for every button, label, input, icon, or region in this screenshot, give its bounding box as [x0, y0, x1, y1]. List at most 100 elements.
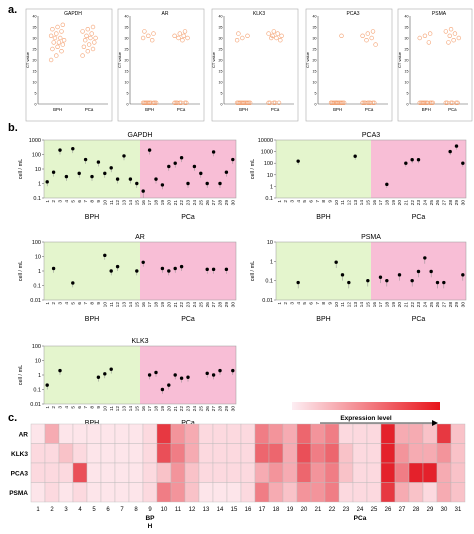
x-tick-label: 1: [45, 200, 51, 203]
column-label: 23: [343, 507, 350, 513]
x-tick-label: 16: [141, 200, 147, 206]
x-tick-label: 14: [359, 200, 365, 206]
data-point: [45, 383, 49, 387]
data-point: [186, 181, 190, 186]
heatmap-cell: [44, 443, 60, 464]
data-point: [271, 29, 276, 34]
data-point: [175, 100, 180, 106]
heatmap-cell: [114, 423, 130, 444]
y-axis-label: CT value: [211, 51, 216, 68]
data-point: [141, 189, 145, 193]
data-point: [426, 40, 432, 45]
data-point: [177, 31, 183, 36]
data-point: [90, 46, 96, 52]
x-tick-label: 9: [96, 200, 102, 203]
x-tick-label: 3: [289, 200, 295, 203]
heatmap-cell: [254, 462, 270, 483]
data-point: [237, 100, 242, 106]
x-tick-label: 22: [179, 406, 185, 412]
y-tick-label: 20: [125, 58, 129, 62]
heatmap-cell: [240, 423, 256, 444]
group-label-bph: BP: [145, 515, 155, 522]
data-point: [61, 37, 67, 43]
ct-chart-frame: [305, 8, 393, 122]
x-tick-label: 1: [45, 406, 51, 409]
y-tick-label: 10: [35, 167, 41, 173]
heatmap-cell: [184, 423, 200, 444]
heatmap-cell: [44, 423, 60, 444]
heatmap-cell: [58, 443, 74, 464]
legend-arrow-head: [432, 420, 438, 426]
heatmap-cell: [86, 462, 102, 483]
heatmap-cell: [380, 443, 396, 464]
x-tick-label: 15: [365, 302, 371, 308]
heatmap-cell: [282, 482, 298, 503]
y-tick-label: 10: [313, 80, 317, 84]
heatmap-cell: [394, 443, 410, 464]
x-tick-label: 21: [403, 200, 409, 206]
y-tick-label: 20: [219, 58, 223, 62]
heatmap-cell: [366, 482, 382, 503]
x-tick-label: 3: [58, 302, 64, 305]
x-tick-label: 17: [147, 406, 153, 412]
y-tick-label: 20: [313, 58, 317, 62]
heatmap-cell: [394, 423, 410, 444]
data-point: [444, 100, 450, 106]
x-tick-label: 20: [397, 200, 403, 206]
heatmap-cell: [128, 443, 144, 464]
heatmap-cell: [142, 462, 158, 483]
y-tick-label: 30: [125, 36, 129, 40]
region-label-pca: PCa: [181, 316, 195, 323]
data-point: [422, 33, 428, 38]
data-point: [369, 35, 374, 41]
data-point: [448, 149, 452, 154]
heatmap-cell: [156, 423, 172, 444]
heatmap-cell: [450, 482, 466, 503]
heatmap-cell: [198, 443, 214, 464]
data-point: [51, 40, 56, 45]
ct-chart-psma: PSMA 0 5 10 15 20 25 30 35 40 CT value BPH PCa: [397, 8, 473, 122]
x-tick-label: 16: [141, 302, 147, 308]
data-point: [360, 100, 365, 106]
x-tick-label: 1: [277, 302, 283, 305]
data-point: [186, 375, 190, 379]
x-tick-label: 12: [346, 200, 352, 206]
y-tick-label: 10: [267, 173, 273, 179]
region-label-pca: PCa: [412, 316, 426, 323]
data-point: [205, 267, 209, 272]
x-tick-label: 3: [289, 302, 295, 305]
heatmap-cell: [170, 443, 186, 464]
data-point: [456, 35, 462, 41]
data-point: [416, 158, 421, 162]
column-label: 20: [301, 507, 308, 513]
ct-chart-frame: [117, 8, 205, 122]
data-point: [373, 42, 378, 47]
data-point: [455, 100, 460, 106]
data-point: [93, 35, 98, 41]
data-point: [244, 100, 249, 106]
x-tick-label: 26: [205, 406, 211, 412]
data-point: [135, 269, 139, 273]
data-point: [236, 100, 241, 106]
data-point: [135, 181, 139, 186]
y-axis-label: cell / mL: [18, 261, 24, 281]
ct-chart-klk3: KLK3 0 5 10 15 20 25 30 35 40 CT value BPH PCa: [211, 8, 299, 122]
data-point: [417, 35, 422, 41]
chart-title: KLK3: [253, 11, 265, 17]
x-tick-label: 3: [58, 200, 64, 203]
pca-region: [371, 140, 466, 198]
data-point: [142, 29, 147, 34]
chart-title: PCA3: [346, 11, 359, 17]
data-point: [385, 182, 389, 187]
x-tick-label: 21: [173, 200, 179, 206]
data-point: [461, 273, 465, 277]
column-label: 27: [399, 507, 406, 513]
x-tick-label: 11: [340, 200, 346, 205]
x-tick-label: 7: [315, 200, 321, 203]
data-point: [184, 100, 189, 106]
heatmap-cell: [44, 482, 60, 503]
heatmap-cell: [408, 423, 424, 444]
data-point: [179, 376, 184, 380]
heatmap-cell: [142, 443, 158, 464]
column-label: 4: [78, 507, 82, 513]
